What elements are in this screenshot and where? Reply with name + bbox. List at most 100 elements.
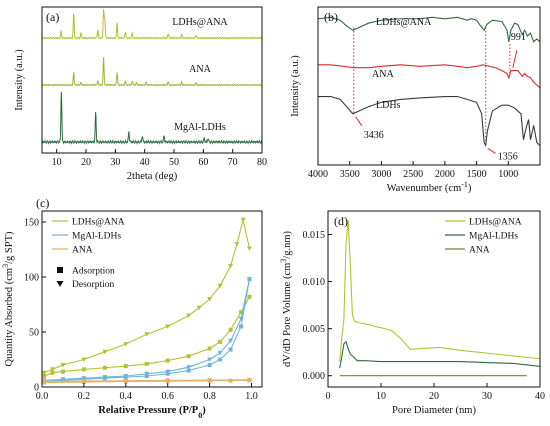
y-axis-label-d: dV/dD Pore Volume (cm3/g.nm) bbox=[279, 230, 294, 367]
x-tick-label: 20 bbox=[429, 391, 439, 402]
panel-b-frame bbox=[317, 6, 541, 166]
desorption-point bbox=[41, 370, 47, 376]
x-tick-label: 20 bbox=[81, 157, 91, 168]
panel-a: LDHs@ANA ANA MgAl-LDHs 10 20 30 40 50 60 70 80 (a) 2… bbox=[14, 9, 267, 182]
adsorption-line-1 bbox=[44, 279, 250, 383]
x-tick-label: 0.6 bbox=[161, 391, 174, 402]
panel-d-frame bbox=[327, 210, 541, 388]
legend-entry-d-2: ANA bbox=[469, 246, 490, 256]
desorption-point bbox=[186, 365, 192, 370]
y-tick-label: 0 bbox=[34, 383, 39, 394]
x-axis-label-c: Relative Pressure (P/P0) bbox=[98, 405, 206, 420]
adsorption-point bbox=[123, 364, 128, 369]
panel-label-d: (d) bbox=[334, 214, 348, 228]
desorption-point bbox=[217, 283, 223, 289]
adsorption-line-0 bbox=[43, 296, 250, 377]
annotation-991: 991 bbox=[511, 32, 526, 43]
x-axis-label-d: Pore Diameter (nm) bbox=[392, 405, 476, 416]
xrd-line-2 bbox=[41, 91, 263, 145]
adsorption-point bbox=[228, 378, 233, 383]
adsorption-point bbox=[50, 370, 55, 375]
panel-a-frame bbox=[41, 6, 263, 154]
x-tick-label: 40 bbox=[535, 391, 545, 402]
adsorption-point bbox=[207, 363, 212, 367]
desorption-point bbox=[246, 377, 252, 383]
y-tick-label: 0.015 bbox=[303, 230, 326, 241]
panel-label-b: (b) bbox=[324, 10, 338, 24]
desorption-line-0 bbox=[43, 219, 250, 374]
legend-entry-1: MgAl-LDHs bbox=[72, 232, 121, 242]
desorption-point bbox=[165, 324, 171, 329]
desorption-point bbox=[123, 342, 129, 347]
desorption-point bbox=[207, 378, 213, 383]
adsorption-point bbox=[186, 368, 191, 373]
pore-line-0 bbox=[339, 220, 541, 362]
panel-label-a: (a) bbox=[46, 10, 59, 24]
desorption-point bbox=[41, 379, 47, 384]
legend-entry-0: LDHs@ANA bbox=[72, 218, 125, 228]
ftir-label-1: ANA bbox=[372, 69, 394, 80]
adsorption-point bbox=[186, 354, 191, 359]
legend-marker-square bbox=[57, 267, 63, 273]
x-tick-label: 0.4 bbox=[120, 391, 133, 402]
panel-label-c: (c) bbox=[36, 196, 49, 210]
adsorption-point bbox=[228, 347, 233, 352]
annotation-3436: 3436 bbox=[364, 130, 384, 141]
xrd-label-1: ANA bbox=[189, 64, 211, 75]
x-tick-label: 0 bbox=[326, 391, 331, 402]
desorption-point bbox=[60, 377, 66, 382]
adsorption-point bbox=[239, 310, 244, 315]
legend-entry-adsorption: Adsorption bbox=[72, 267, 115, 277]
desorption-point bbox=[240, 217, 246, 223]
adsorption-point bbox=[207, 346, 212, 351]
x-tick-label: 60 bbox=[198, 157, 208, 168]
adsorption-point bbox=[60, 369, 65, 374]
x-tick-label: 40 bbox=[140, 157, 150, 168]
x-axis-label-b: Wavenumber (cm-1) bbox=[387, 180, 472, 195]
xrd-line-1 bbox=[41, 56, 263, 87]
legend-entry-d-1: MgAl-LDHs bbox=[469, 232, 518, 242]
desorption-point bbox=[186, 313, 192, 318]
legend-entry-d-0: LDHs@ANA bbox=[469, 218, 522, 228]
legend-entry-2: ANA bbox=[72, 246, 93, 256]
x-tick-label: 0.8 bbox=[203, 391, 216, 402]
adsorption-point bbox=[218, 339, 223, 344]
x-tick-label: 0.0 bbox=[36, 391, 49, 402]
desorption-point bbox=[144, 332, 150, 337]
desorption-point bbox=[238, 316, 244, 322]
desorption-point bbox=[207, 357, 213, 362]
desorption-point bbox=[102, 375, 108, 380]
y-axis-label-b: Intensity (a.u.) bbox=[290, 55, 301, 117]
x-tick-label: 30 bbox=[110, 157, 120, 168]
desorption-point bbox=[123, 374, 129, 379]
x-tick-label: 30 bbox=[482, 391, 492, 402]
y-tick-label: 100 bbox=[24, 273, 39, 284]
panel-d: LDHs@ANA MgAl-LDHs ANA 0 10 20 30 40 0.000 0.005 0… bbox=[279, 214, 546, 416]
x-tick-label: 50 bbox=[169, 157, 179, 168]
adsorption-point bbox=[144, 361, 149, 366]
x-axis-label-a: 2theta (deg) bbox=[127, 171, 178, 182]
y-tick-label: 0.005 bbox=[303, 324, 326, 335]
desorption-point bbox=[49, 367, 55, 372]
panel-c: LDHs@ANA MgAl-LDHs ANA Adsorption Desorption… bbox=[1, 196, 258, 420]
xrd-label-2: MgAl-LDHs bbox=[174, 122, 226, 133]
arrow-991 bbox=[512, 50, 518, 68]
desorption-point bbox=[228, 338, 234, 344]
desorption-point bbox=[60, 363, 66, 368]
xrd-label-0: LDHs@ANA bbox=[172, 17, 228, 28]
arrow-1356 bbox=[487, 148, 496, 154]
desorption-point bbox=[228, 264, 234, 269]
x-tick-label: 10 bbox=[52, 157, 62, 168]
legend-entry-desorption: Desorption bbox=[72, 280, 114, 290]
desorption-point bbox=[81, 357, 87, 362]
adsorption-point bbox=[239, 324, 244, 329]
y-tick-label: 0.010 bbox=[303, 277, 326, 288]
ftir-line-1 bbox=[318, 64, 541, 89]
annotation-1356: 1356 bbox=[498, 151, 518, 162]
adsorption-point bbox=[165, 358, 170, 363]
x-tick-label: 2000 bbox=[435, 169, 455, 180]
desorption-point bbox=[207, 297, 213, 302]
x-tick-label: 3500 bbox=[340, 169, 360, 180]
y-tick-label: 150 bbox=[24, 218, 39, 229]
